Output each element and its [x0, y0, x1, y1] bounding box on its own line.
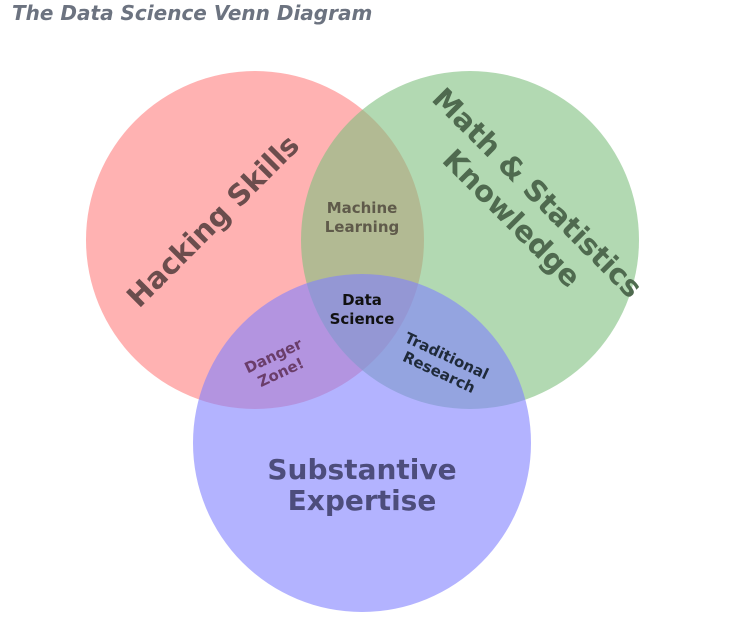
machine-learning-label-line2: Learning	[325, 218, 400, 236]
substantive-expertise-label-line2: Expertise	[288, 484, 437, 517]
data-science-label-line1: Data	[342, 291, 382, 309]
data-science-label-line2: Science	[330, 310, 395, 328]
diagram-title: The Data Science Venn Diagram	[12, 1, 373, 25]
substantive-expertise-label-line1: Substantive	[267, 453, 456, 486]
substantive-expertise-circle	[193, 274, 531, 612]
machine-learning-label-line1: Machine	[327, 199, 398, 217]
